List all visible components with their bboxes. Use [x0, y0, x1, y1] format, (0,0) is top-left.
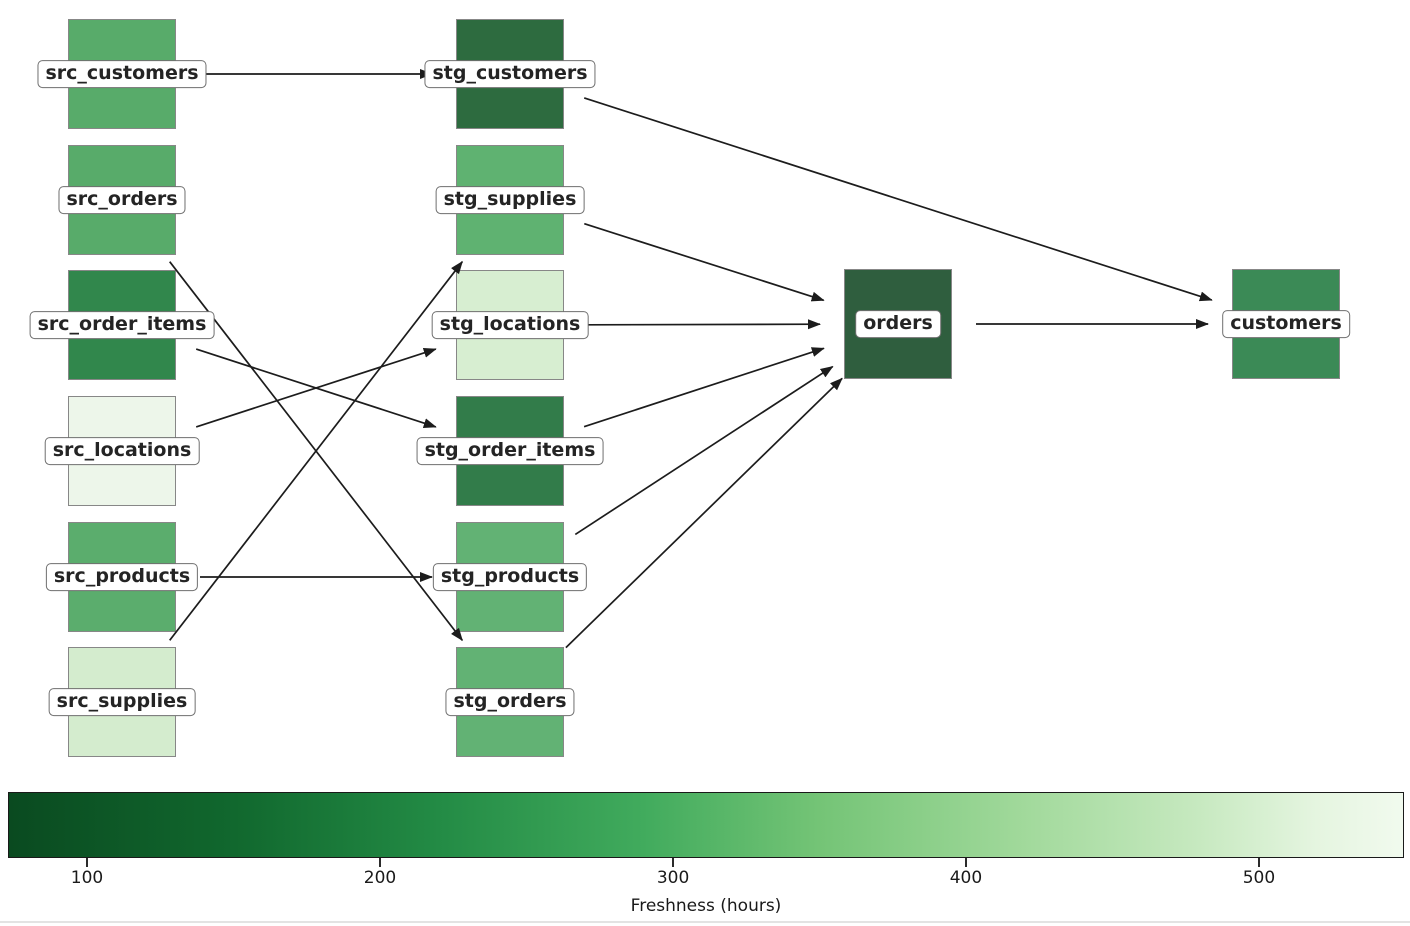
node-label-orders: orders — [855, 310, 941, 338]
node-label-src_order_items: src_order_items — [29, 311, 215, 339]
node-label-customers: customers — [1222, 310, 1350, 338]
node-label-stg_order_items: stg_order_items — [416, 437, 604, 465]
node-label-stg_customers: stg_customers — [424, 60, 596, 88]
node-label-src_locations: src_locations — [44, 437, 200, 465]
colorbar-ticklabel-500: 500 — [1242, 868, 1276, 888]
node-label-src_customers: src_customers — [37, 60, 207, 88]
node-label-stg_supplies: stg_supplies — [435, 186, 585, 214]
colorbar-tickmark-300 — [672, 858, 675, 867]
colorbar-ticklabel-400: 400 — [949, 868, 983, 888]
colorbar-tickmark-200 — [379, 858, 382, 867]
node-label-stg_locations: stg_locations — [431, 311, 589, 339]
colorbar-tickmark-100 — [86, 858, 88, 867]
figure-bottom-rule — [0, 921, 1410, 923]
node-label-src_orders: src_orders — [58, 186, 186, 214]
colorbar-tickmark-400 — [964, 858, 967, 867]
colorbar-ticklabel-100: 100 — [70, 868, 104, 888]
node-label-src_supplies: src_supplies — [48, 688, 196, 716]
colorbar-ticklabel-300: 300 — [656, 868, 690, 888]
colorbar — [8, 792, 1404, 858]
colorbar-ticklabel-200: 200 — [363, 868, 397, 888]
node-label-src_products: src_products — [45, 563, 199, 591]
colorbar-axis-label: Freshness (hours) — [630, 896, 782, 916]
node-label-stg_orders: stg_orders — [445, 688, 575, 716]
node-label-stg_products: stg_products — [432, 563, 588, 591]
colorbar-tickmark-500 — [1257, 858, 1260, 867]
